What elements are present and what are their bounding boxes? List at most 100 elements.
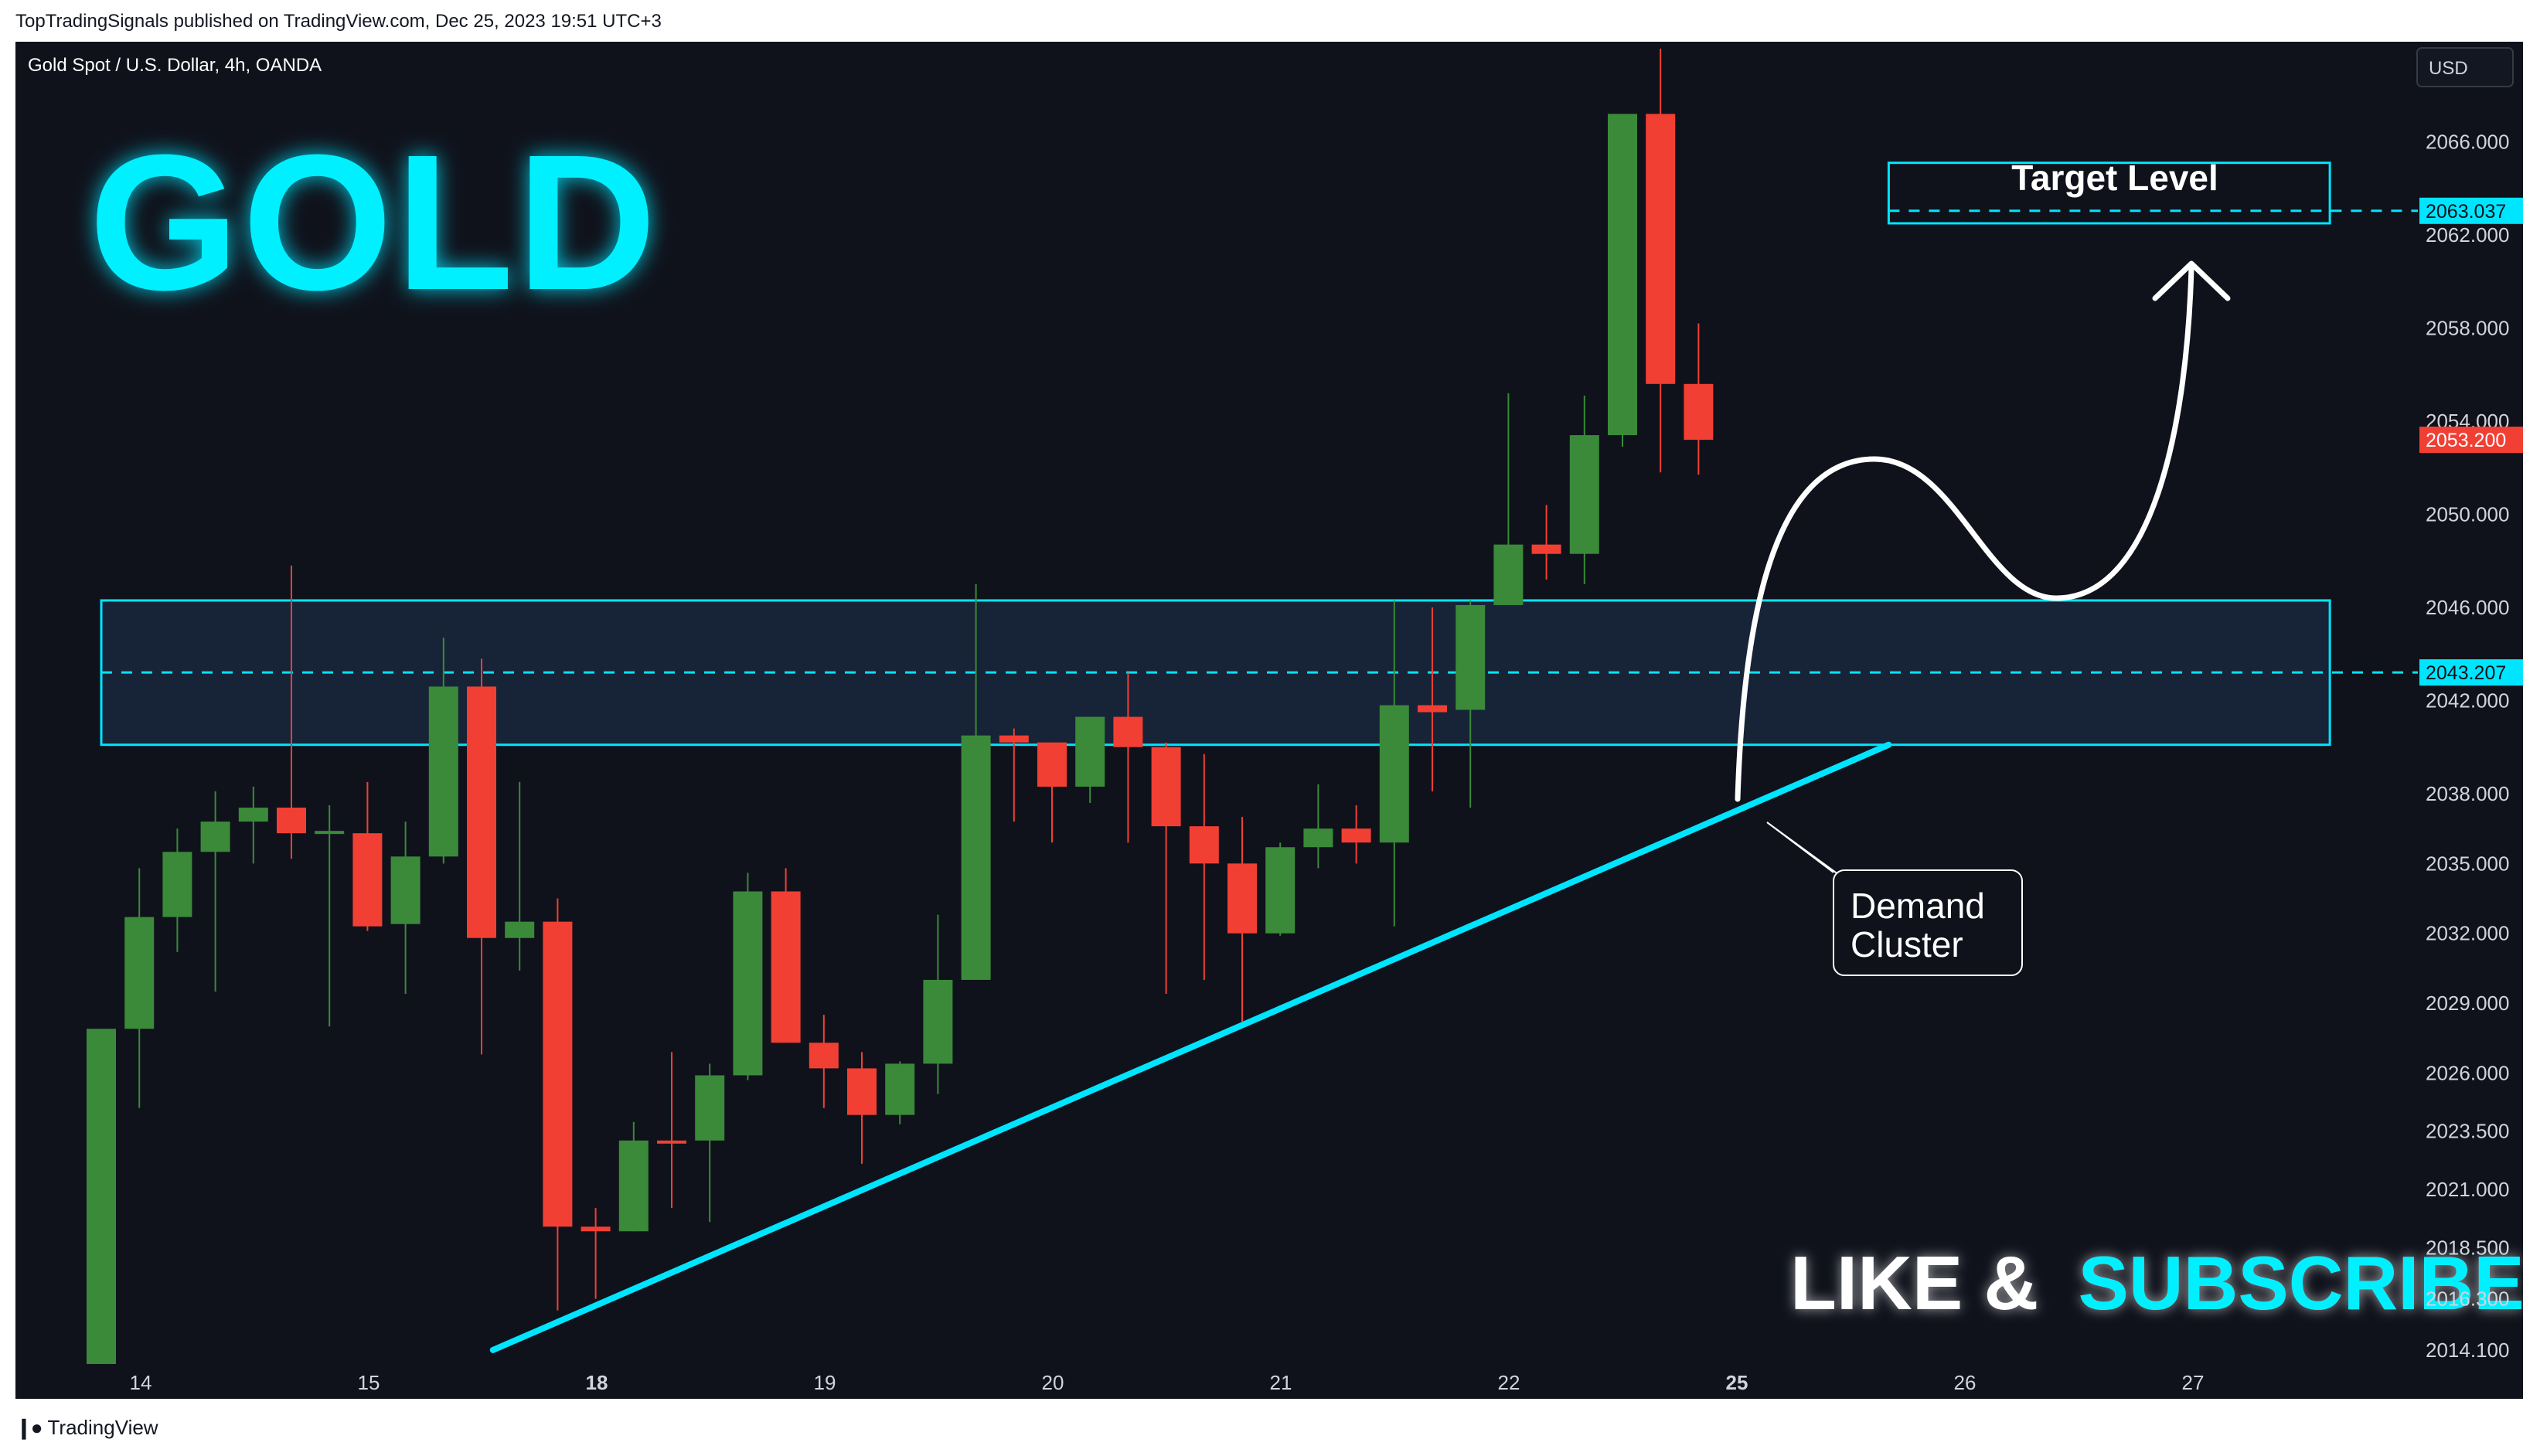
candle-body <box>428 686 458 857</box>
candle-body <box>390 856 420 924</box>
footer[interactable]: ❙● TradingView <box>15 1416 158 1440</box>
price-tick-label: 2035.000 <box>2426 852 2509 875</box>
candle-body <box>1341 828 1371 843</box>
price-badge-label: 2063.037 <box>2426 201 2506 223</box>
candle-body <box>923 979 953 1064</box>
price-badge <box>2419 197 2523 224</box>
time-tick-label: 25 <box>1726 1371 1748 1394</box>
candle-body <box>885 1063 915 1115</box>
candle-body <box>1151 747 1181 827</box>
projection-arrow <box>1735 260 2231 802</box>
target-level-label: Target Level <box>2011 158 2218 198</box>
price-badge-label: 2043.207 <box>2426 662 2506 684</box>
candle-body <box>315 831 345 835</box>
time-tick-label: 18 <box>586 1371 608 1394</box>
candle-body <box>847 1068 877 1115</box>
candle-body <box>467 686 496 938</box>
candle-body <box>162 852 192 917</box>
price-tick-label: 2014.100 <box>2426 1339 2509 1362</box>
cta-like: LIKE & <box>1790 1240 2038 1325</box>
cta-text: LIKE & SUBSCRIBE <box>1790 1240 2523 1325</box>
demand-cluster-callout: Demand Cluster <box>1766 822 2023 976</box>
currency-label: USD <box>2429 58 2468 79</box>
price-tick-label: 2042.000 <box>2426 689 2509 712</box>
time-tick-label: 22 <box>1498 1371 1520 1394</box>
candle-body <box>124 917 155 1029</box>
candle-body <box>1227 863 1257 934</box>
price-tick-label: 2046.000 <box>2426 596 2509 619</box>
candle-body <box>1684 383 1714 441</box>
time-tick-label: 14 <box>130 1371 152 1394</box>
candle-body <box>1265 847 1296 934</box>
candle-body <box>1189 826 1219 864</box>
demand-label-line1: Demand <box>1851 886 1985 926</box>
candle-body <box>543 921 573 1227</box>
candle-body <box>1646 114 1676 384</box>
trendline <box>489 741 1892 1353</box>
candle-body <box>999 735 1029 743</box>
price-badge-label: 2053.200 <box>2426 430 2506 451</box>
candle-body <box>1037 742 1067 787</box>
candle-body <box>695 1075 725 1141</box>
candle-body <box>87 1029 116 1364</box>
price-tick-label: 2029.000 <box>2426 992 2509 1015</box>
candles-layer <box>87 49 1714 1364</box>
time-tick-label: 27 <box>2182 1371 2205 1394</box>
time-tick-label: 26 <box>1954 1371 1977 1394</box>
demand-label-line2: Cluster <box>1851 924 1963 964</box>
trend-layer <box>489 741 1892 1353</box>
time-tick-label: 20 <box>1042 1371 1064 1394</box>
candle-body <box>733 891 763 1076</box>
candle-body <box>200 822 230 852</box>
price-badge <box>2419 427 2523 454</box>
candle-body <box>352 833 383 927</box>
candle-body <box>1418 705 1447 713</box>
price-tick-label: 2050.000 <box>2426 502 2509 526</box>
candle-body <box>618 1140 649 1232</box>
candle-body <box>771 891 801 1043</box>
candle-body <box>657 1140 686 1144</box>
tradingview-logo-icon: ❙● <box>15 1416 43 1439</box>
candle-body <box>1113 716 1143 747</box>
time-tick-label: 21 <box>1270 1371 1292 1394</box>
price-axis[interactable]: 2066.0002062.0002058.0002054.0002050.000… <box>2426 131 2509 1362</box>
chart-area[interactable]: Gold Spot / U.S. Dollar, 4h, OANDA USD G… <box>15 42 2523 1399</box>
candle-body <box>505 921 535 938</box>
candle-body <box>581 1226 611 1232</box>
footer-brand: TradingView <box>47 1416 158 1439</box>
candle-body <box>809 1043 839 1069</box>
currency-button[interactable]: USD <box>2416 47 2514 87</box>
zone-box <box>1887 162 2331 225</box>
chart-title: Gold Spot / U.S. Dollar, 4h, OANDA <box>28 55 322 76</box>
cta-subscribe: SUBSCRIBE <box>2078 1240 2523 1325</box>
price-tick-label: 2032.000 <box>2426 922 2509 945</box>
price-badge <box>2419 659 2523 686</box>
candle-body <box>1379 705 1409 843</box>
candle-body <box>1608 114 1637 436</box>
candle-body <box>277 808 306 834</box>
gold-title: GOLD <box>89 114 659 330</box>
price-tick-label: 2038.000 <box>2426 782 2509 805</box>
price-tick-label: 2066.000 <box>2426 131 2509 154</box>
publisher-line: TopTradingSignals published on TradingVi… <box>15 11 662 32</box>
price-tick-label: 2018.500 <box>2426 1236 2509 1259</box>
candle-body <box>1531 544 1561 554</box>
price-tick-label: 2021.000 <box>2426 1178 2509 1201</box>
candle-body <box>1493 544 1524 605</box>
candle-body <box>238 808 268 822</box>
price-tick-label: 2023.500 <box>2426 1120 2509 1143</box>
price-tick-label: 2026.000 <box>2426 1061 2509 1084</box>
time-tick-label: 19 <box>814 1371 836 1394</box>
candlestick-chart[interactable]: Gold Spot / U.S. Dollar, 4h, OANDA USD G… <box>15 42 2523 1399</box>
candle-body <box>1303 828 1333 848</box>
time-axis[interactable]: 14 15 18 19 20 21 22 25 26 27 <box>130 1371 2205 1394</box>
price-tick-label: 2058.000 <box>2426 317 2509 340</box>
candle-body <box>1456 604 1486 710</box>
price-tick-label: 2062.000 <box>2426 223 2509 247</box>
candle-body <box>961 735 991 980</box>
candle-body <box>1075 716 1105 787</box>
price-labels: 2063.037 2053.200 2043.207 <box>2419 197 2523 686</box>
time-tick-label: 15 <box>358 1371 380 1394</box>
price-tick-label: 2016.300 <box>2426 1288 2509 1311</box>
candle-body <box>1569 435 1599 554</box>
